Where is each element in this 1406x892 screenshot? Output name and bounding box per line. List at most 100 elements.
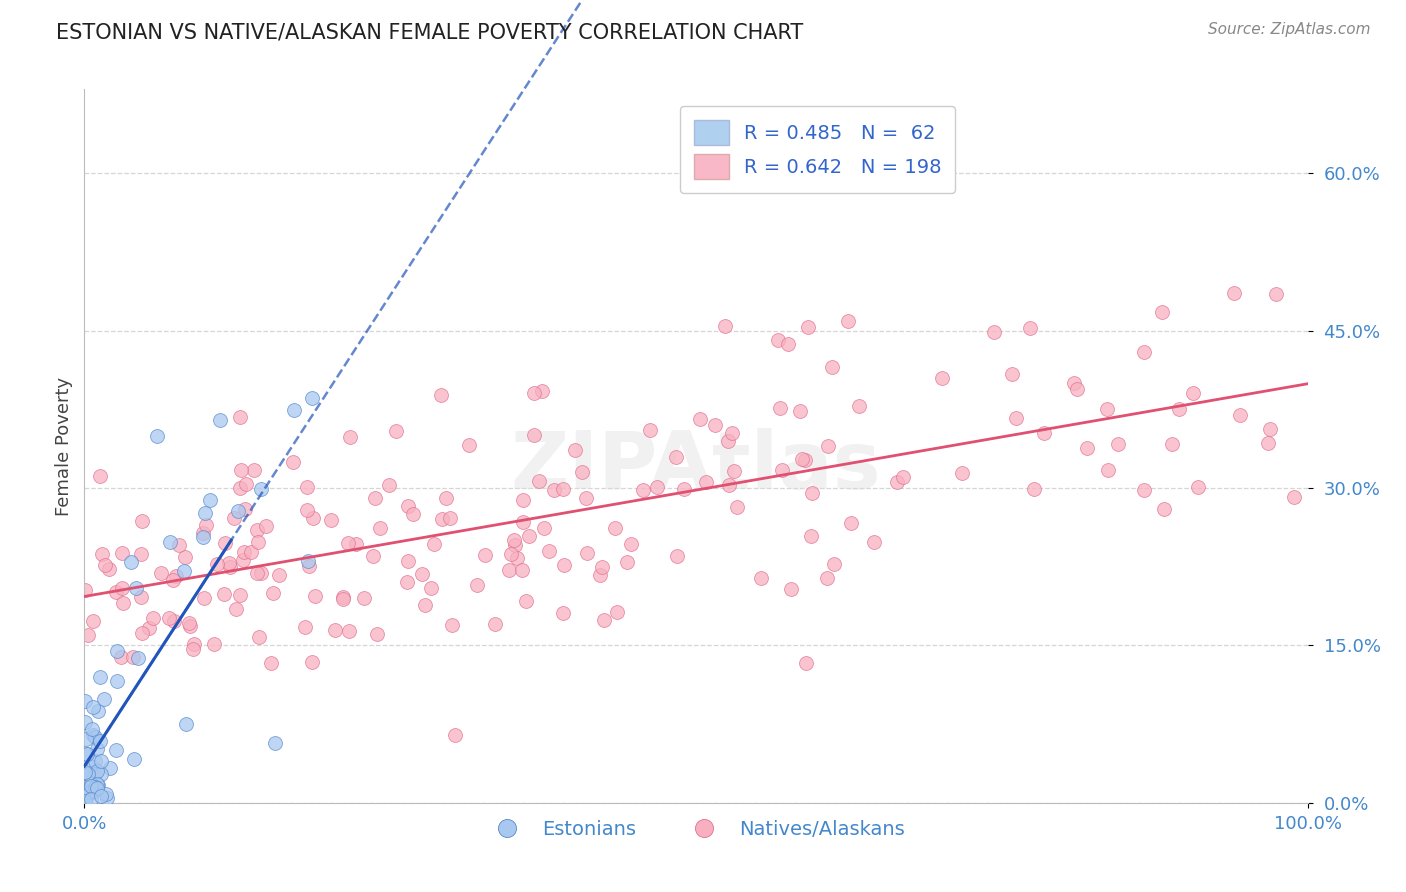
Point — [89, 670, 111, 684]
Point — [194, 506, 217, 520]
Point — [194, 517, 217, 532]
Point — [229, 588, 252, 602]
Point — [298, 559, 321, 574]
Point — [703, 418, 725, 433]
Point — [344, 537, 367, 551]
Point — [606, 605, 628, 619]
Point — [98, 760, 121, 774]
Point — [423, 537, 446, 551]
Point — [484, 616, 506, 631]
Point — [105, 585, 128, 599]
Point — [82, 728, 104, 742]
Point — [84, 780, 107, 794]
Point — [111, 546, 134, 560]
Point — [503, 538, 526, 552]
Point — [83, 730, 105, 744]
Point — [457, 438, 479, 452]
Point — [1076, 441, 1098, 455]
Point — [589, 567, 612, 582]
Point — [891, 470, 914, 484]
Point — [575, 491, 598, 505]
Point — [666, 549, 689, 563]
Point — [86, 777, 108, 791]
Point — [378, 477, 401, 491]
Point — [281, 455, 304, 469]
Point — [121, 555, 143, 569]
Point — [138, 621, 160, 635]
Point — [620, 537, 643, 551]
Point — [162, 614, 184, 628]
Point — [181, 642, 204, 657]
Point — [553, 558, 575, 572]
Point — [209, 413, 232, 427]
Point — [571, 466, 593, 480]
Point — [510, 563, 533, 577]
Point — [297, 554, 319, 568]
Point — [105, 743, 128, 757]
Point — [75, 731, 97, 746]
Point — [173, 564, 195, 578]
Point — [721, 425, 744, 440]
Point — [321, 512, 343, 526]
Point — [73, 794, 96, 808]
Point — [89, 468, 111, 483]
Point — [512, 493, 534, 508]
Point — [645, 480, 668, 494]
Point — [250, 482, 273, 496]
Point — [337, 624, 360, 639]
Point — [553, 482, 575, 496]
Point — [301, 391, 323, 405]
Point — [931, 371, 953, 385]
Point — [543, 483, 565, 498]
Point — [193, 530, 215, 544]
Point — [193, 591, 215, 605]
Point — [1257, 436, 1279, 450]
Point — [512, 516, 534, 530]
Point — [231, 552, 253, 566]
Point — [207, 557, 229, 571]
Point — [191, 526, 214, 541]
Point — [246, 523, 269, 537]
Point — [841, 516, 863, 531]
Point — [83, 767, 105, 781]
Point — [1152, 305, 1174, 319]
Point — [76, 784, 98, 798]
Point — [749, 571, 772, 585]
Point — [129, 547, 152, 561]
Point — [112, 596, 135, 610]
Point — [247, 535, 270, 549]
Point — [82, 760, 104, 774]
Point — [402, 508, 425, 522]
Point — [443, 728, 465, 742]
Point — [768, 333, 790, 347]
Point — [1133, 483, 1156, 497]
Point — [1284, 490, 1306, 504]
Point — [332, 592, 354, 607]
Point — [886, 475, 908, 490]
Point — [82, 700, 104, 714]
Point — [105, 673, 128, 688]
Point — [522, 385, 544, 400]
Point — [145, 428, 167, 442]
Point — [323, 623, 346, 637]
Point — [229, 410, 252, 425]
Point — [411, 566, 433, 581]
Point — [503, 533, 526, 548]
Point — [537, 544, 560, 558]
Point — [80, 779, 103, 793]
Point — [1063, 376, 1085, 390]
Point — [159, 611, 181, 625]
Point — [260, 656, 283, 670]
Point — [1265, 287, 1288, 301]
Point — [794, 656, 817, 670]
Point — [90, 755, 112, 769]
Point — [229, 481, 252, 495]
Point — [384, 424, 406, 438]
Point — [725, 500, 748, 515]
Point — [789, 403, 811, 417]
Point — [815, 571, 838, 585]
Point — [76, 747, 98, 761]
Point — [87, 704, 110, 718]
Point — [79, 776, 101, 790]
Point — [179, 619, 201, 633]
